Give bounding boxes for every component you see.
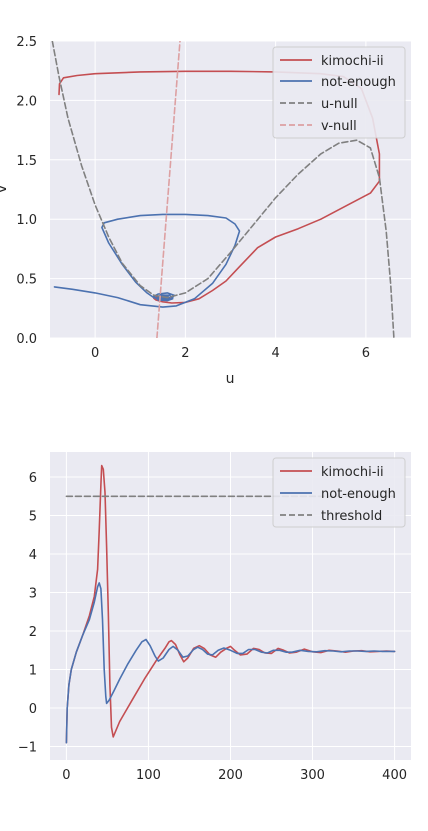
timeseries-plot-ticks: 0 100 200 300 400 −1 0 1 2 3 4 5 6 [18,471,407,783]
legend-label: not-enough [321,487,396,502]
series-line-u-null [51,41,395,338]
timeseries-ytick-label: 1 [29,664,37,679]
phase-plot-xlabel: u [226,371,235,387]
phase-plot: 0 2 4 6 0.0 0.5 1.0 1.5 2.0 2.5 u v kimochi-ii no… [0,35,411,387]
timeseries-ytick-label: 6 [29,471,37,486]
timeseries-ytick-label: 0 [29,702,37,717]
timeseries-xtick-label: 100 [136,768,161,783]
series-line-not-enough [53,213,241,308]
phase-xtick-label: 2 [181,346,189,361]
phase-ytick-label: 1.0 [16,213,37,228]
phase-xtick-label: 4 [271,346,279,361]
legend-box [272,46,406,139]
timeseries-ytick-label: 4 [29,548,37,563]
phase-ytick-label: 0.0 [16,332,37,347]
timeseries-xtick-label: 200 [218,768,243,783]
phase-plot-series [51,41,395,338]
phase-ytick-label: 2.0 [16,94,37,109]
legend-label: threshold [321,509,382,524]
timeseries-ytick-label: 5 [29,510,37,525]
timeseries-ytick-label: 3 [29,587,37,602]
timeseries-ytick-label: −1 [18,741,37,756]
legend-label: v-null [321,119,357,134]
series-line-not-enough [65,582,396,744]
series-line-v-null [156,41,181,338]
legend-box [272,457,406,528]
timeseries-ytick-label: 2 [29,625,37,640]
legend-label: kimochi-ii [321,465,384,480]
timeseries-plot-legend: kimochi-ii not-enough threshold [272,457,406,528]
phase-ytick-label: 2.5 [16,35,37,50]
phase-ytick-label: 1.5 [16,154,37,169]
phase-plot-ylabel: v [0,185,10,193]
phase-plot-legend: kimochi-ii not-enough u-null v-null [272,46,406,139]
phase-xtick-label: 0 [91,346,99,361]
phase-xtick-label: 6 [362,346,370,361]
timeseries-xtick-label: 400 [382,768,407,783]
timeseries-xtick-label: 300 [300,768,325,783]
phase-ytick-label: 0.5 [16,273,37,288]
timeseries-plot: 0 100 200 300 400 −1 0 1 2 3 4 5 6 kimochi-ii not-en… [18,452,411,783]
legend-label: kimochi-ii [321,54,384,69]
legend-label: u-null [321,97,358,112]
phase-plot-ticks: 0 2 4 6 0.0 0.5 1.0 1.5 2.0 2.5 [16,35,370,361]
legend-label: not-enough [321,75,396,90]
timeseries-xtick-label: 0 [62,768,70,783]
